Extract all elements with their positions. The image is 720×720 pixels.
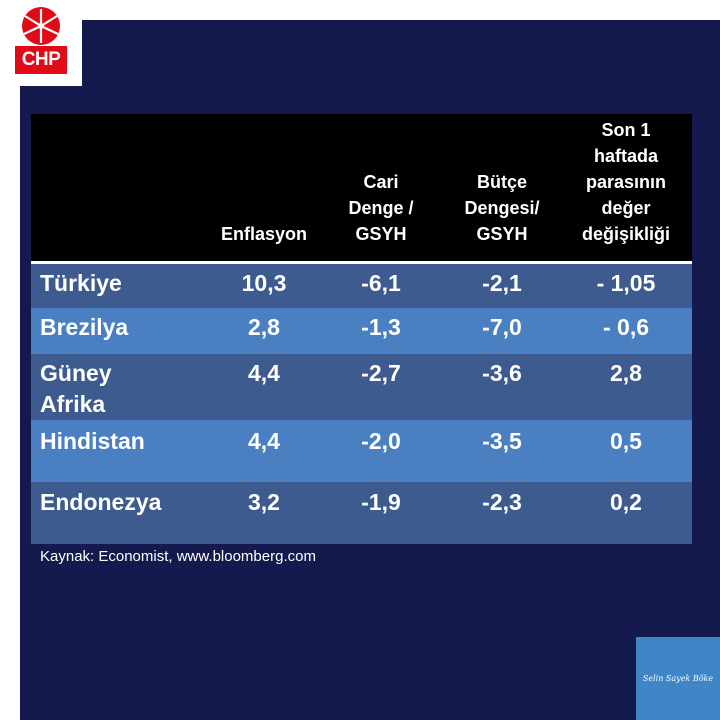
comparison-table: Enflasyon Cari Denge / GSYH Bütçe Denges… xyxy=(31,114,692,544)
currency-change-value: 2,8 xyxy=(610,360,642,386)
inflation-value: 2,8 xyxy=(248,314,280,340)
header-butce-dengesi: Bütçe Dengesi/ GSYH xyxy=(464,172,540,244)
current-account-value: -2,7 xyxy=(361,360,401,386)
budget-balance-value: -2,1 xyxy=(482,270,522,296)
country-name: Brezilya xyxy=(40,314,129,340)
current-account-value: -2,0 xyxy=(361,428,401,454)
country-name: Güney Afrika xyxy=(40,360,112,417)
table-row: Brezilya 2,8 -1,3 -7,0 - 0,6 xyxy=(31,308,692,354)
chp-logo: CHP xyxy=(0,0,82,86)
currency-change-value: 0,5 xyxy=(610,428,642,454)
table-header: Enflasyon Cari Denge / GSYH Bütçe Denges… xyxy=(31,114,692,264)
current-account-value: -1,9 xyxy=(361,489,401,515)
inflation-value: 4,4 xyxy=(248,428,280,454)
table-row: Türkiye 10,3 -6,1 -2,1 - 1,05 xyxy=(31,264,692,308)
table-row: Güney Afrika 4,4 -2,7 -3,6 2,8 xyxy=(31,354,692,420)
budget-balance-value: -2,3 xyxy=(482,489,522,515)
currency-change-value: 0,2 xyxy=(610,489,642,515)
logo-text: CHP xyxy=(15,46,67,74)
six-arrows-icon xyxy=(22,7,60,45)
currency-change-value: - 0,6 xyxy=(602,314,650,340)
table-row: Hindistan 4,4 -2,0 -3,5 0,5 xyxy=(31,420,692,482)
source-note: Kaynak: Economist, www.bloomberg.com xyxy=(40,548,316,565)
inflation-value: 3,2 xyxy=(248,489,280,515)
country-name: Hindistan xyxy=(40,428,145,454)
budget-balance-value: -3,6 xyxy=(482,360,522,386)
inflation-value: 10,3 xyxy=(241,270,287,296)
inflation-value: 4,4 xyxy=(248,360,280,386)
header-cari-denge: Cari Denge / GSYH xyxy=(348,172,414,244)
current-account-value: -1,3 xyxy=(361,314,401,340)
header-para-degisimi: Son 1 haftada parasının değer değişikliğ… xyxy=(581,120,671,244)
currency-change-value: - 1,05 xyxy=(596,270,656,296)
budget-balance-value: -3,5 xyxy=(482,428,522,454)
header-enflasyon: Enflasyon xyxy=(220,224,308,244)
budget-balance-value: -7,0 xyxy=(482,314,522,340)
table-row: Endonezya 3,2 -1,9 -2,3 0,2 xyxy=(31,482,692,544)
country-name: Endonezya xyxy=(40,489,162,515)
country-name: Türkiye xyxy=(40,270,122,296)
signature-badge: Selin Sayek Böke xyxy=(636,637,720,720)
current-account-value: -6,1 xyxy=(361,270,401,296)
